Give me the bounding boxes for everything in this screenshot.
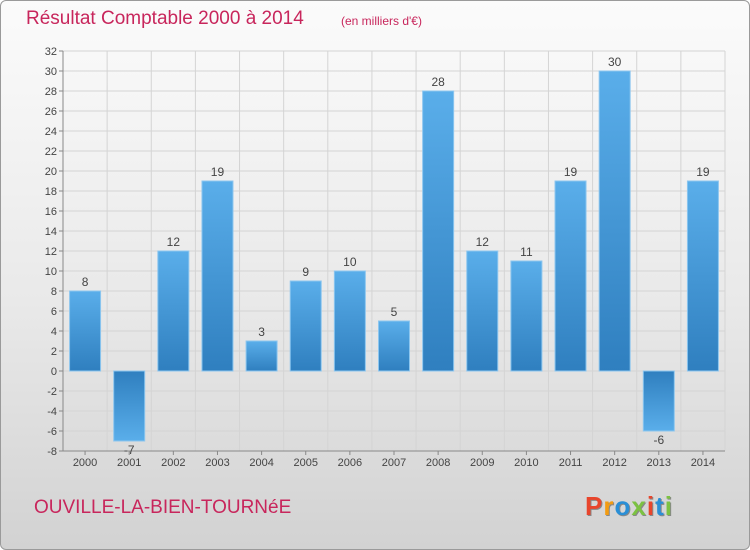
y-tick-label: 14 <box>45 226 57 238</box>
data-label: 19 <box>696 165 710 179</box>
y-tick-label: 8 <box>51 286 57 298</box>
bar <box>333 270 366 372</box>
bar <box>554 180 587 372</box>
y-tick-label: -4 <box>47 406 57 418</box>
data-label: 9 <box>302 265 309 279</box>
y-tick-label: 30 <box>45 66 57 78</box>
data-label: 19 <box>211 165 225 179</box>
x-tick-label: 2009 <box>470 457 494 469</box>
data-label: -7 <box>124 443 135 457</box>
bar <box>245 340 278 372</box>
bar <box>466 250 499 372</box>
bar <box>113 370 146 442</box>
y-tick-label: 28 <box>45 86 57 98</box>
x-tick-label: 2014 <box>691 457 715 469</box>
bar <box>201 180 234 372</box>
y-tick-label: 18 <box>45 186 57 198</box>
x-tick-label: 2007 <box>382 457 406 469</box>
y-tick-label: -8 <box>47 446 57 458</box>
y-tick-label: -2 <box>47 386 57 398</box>
data-label: 19 <box>564 165 578 179</box>
x-tick-label: 2000 <box>73 457 97 469</box>
data-label: 10 <box>343 255 357 269</box>
chart-title: Résultat Comptable 2000 à 2014 <box>26 8 304 29</box>
data-label: 11 <box>520 245 533 259</box>
bar <box>422 90 455 372</box>
y-tick-label: 2 <box>51 346 57 358</box>
x-tick-label: 2001 <box>117 457 141 469</box>
y-tick-label: -6 <box>47 426 57 438</box>
data-label: -6 <box>653 433 664 447</box>
y-tick-label: 22 <box>45 146 57 158</box>
bar <box>289 280 322 372</box>
y-tick-label: 12 <box>45 246 57 258</box>
x-tick-label: 2010 <box>514 457 538 469</box>
commune-name: OUVILLE-LA-BIEN-TOURNéE <box>34 497 292 518</box>
data-label: 8 <box>82 275 89 289</box>
x-tick-label: 2008 <box>426 457 450 469</box>
x-tick-label: 2012 <box>602 457 626 469</box>
y-tick-label: 4 <box>51 326 57 338</box>
x-tick-label: 2004 <box>249 457 273 469</box>
y-tick-label: 20 <box>45 166 57 178</box>
x-tick-label: 2003 <box>205 457 229 469</box>
y-tick-label: 24 <box>45 126 57 138</box>
data-label: 28 <box>431 75 445 89</box>
y-tick-label: 0 <box>51 366 57 378</box>
x-tick-label: 2002 <box>161 457 185 469</box>
y-tick-label: 10 <box>45 266 57 278</box>
bar <box>510 260 543 372</box>
bar <box>378 320 410 372</box>
proxiti-logo: Proxiti <box>585 491 673 521</box>
bar <box>598 70 631 372</box>
y-tick-label: 16 <box>45 206 57 218</box>
x-tick-label: 2005 <box>293 457 317 469</box>
y-tick-label: 32 <box>45 46 57 58</box>
data-label: 5 <box>391 305 398 319</box>
data-label: 30 <box>608 55 622 69</box>
x-tick-label: 2013 <box>647 457 671 469</box>
data-label: 12 <box>476 235 490 249</box>
bar <box>686 180 719 372</box>
data-label: 12 <box>167 235 181 249</box>
chart-subtitle: (en milliers d'€) <box>341 14 422 28</box>
x-tick-label: 2011 <box>559 457 583 469</box>
y-tick-label: 26 <box>45 106 57 118</box>
y-tick-label: 6 <box>51 306 57 318</box>
bar <box>642 370 675 432</box>
x-tick-label: 2006 <box>338 457 362 469</box>
bar <box>157 250 190 372</box>
data-label: 3 <box>258 325 265 339</box>
bar <box>69 290 102 372</box>
